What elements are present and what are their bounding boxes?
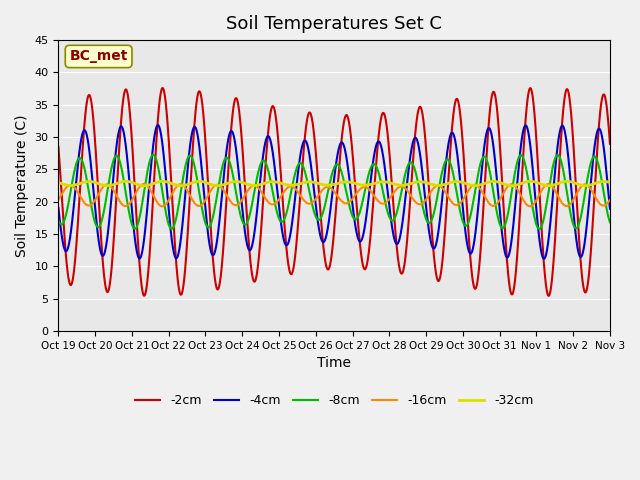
-32cm: [433, 182, 441, 188]
-2cm: [545, 293, 552, 299]
-4cm: [300, 138, 308, 144]
-2cm: [159, 85, 166, 91]
-16cm: [296, 191, 303, 197]
-32cm: [159, 179, 166, 184]
-16cm: [300, 198, 308, 204]
-8cm: [296, 160, 303, 166]
-16cm: [433, 183, 441, 189]
-16cm: [54, 197, 62, 203]
Legend: -2cm, -4cm, -8cm, -16cm, -32cm: -2cm, -4cm, -8cm, -16cm, -32cm: [130, 389, 538, 412]
-8cm: [409, 161, 417, 167]
-8cm: [433, 195, 441, 201]
Title: Soil Temperatures Set C: Soil Temperatures Set C: [226, 15, 442, 33]
-2cm: [296, 203, 303, 209]
-8cm: [536, 226, 543, 232]
-16cm: [409, 196, 417, 202]
-2cm: [54, 144, 62, 150]
-16cm: [158, 204, 166, 209]
-2cm: [606, 141, 614, 147]
-8cm: [54, 217, 62, 223]
-2cm: [300, 141, 308, 147]
-32cm: [54, 180, 62, 185]
-4cm: [296, 158, 303, 164]
Line: -4cm: -4cm: [58, 125, 610, 259]
-32cm: [409, 180, 417, 186]
-16cm: [344, 200, 351, 206]
-4cm: [54, 205, 62, 211]
-8cm: [300, 167, 308, 172]
-4cm: [344, 160, 351, 166]
-32cm: [606, 180, 614, 185]
-32cm: [344, 179, 351, 185]
-32cm: [545, 183, 552, 189]
-32cm: [300, 180, 308, 185]
-8cm: [606, 219, 614, 225]
-4cm: [606, 206, 614, 212]
-4cm: [433, 237, 441, 243]
Line: -2cm: -2cm: [58, 88, 610, 296]
-4cm: [125, 171, 132, 177]
-4cm: [154, 122, 162, 128]
Line: -32cm: -32cm: [58, 181, 610, 186]
-4cm: [409, 140, 417, 145]
-16cm: [125, 202, 132, 207]
Text: BC_met: BC_met: [69, 49, 128, 63]
-16cm: [545, 181, 552, 187]
Line: -16cm: -16cm: [58, 184, 610, 206]
-8cm: [125, 207, 132, 213]
-2cm: [344, 113, 351, 119]
-2cm: [125, 98, 132, 104]
-32cm: [125, 179, 132, 184]
-8cm: [149, 152, 157, 157]
-32cm: [296, 181, 303, 187]
Y-axis label: Soil Temperature (C): Soil Temperature (C): [15, 114, 29, 257]
-4cm: [540, 256, 548, 262]
Line: -8cm: -8cm: [58, 155, 610, 229]
-16cm: [606, 197, 614, 203]
-2cm: [433, 276, 441, 281]
-2cm: [409, 159, 417, 165]
X-axis label: Time: Time: [317, 356, 351, 370]
-8cm: [344, 193, 351, 199]
